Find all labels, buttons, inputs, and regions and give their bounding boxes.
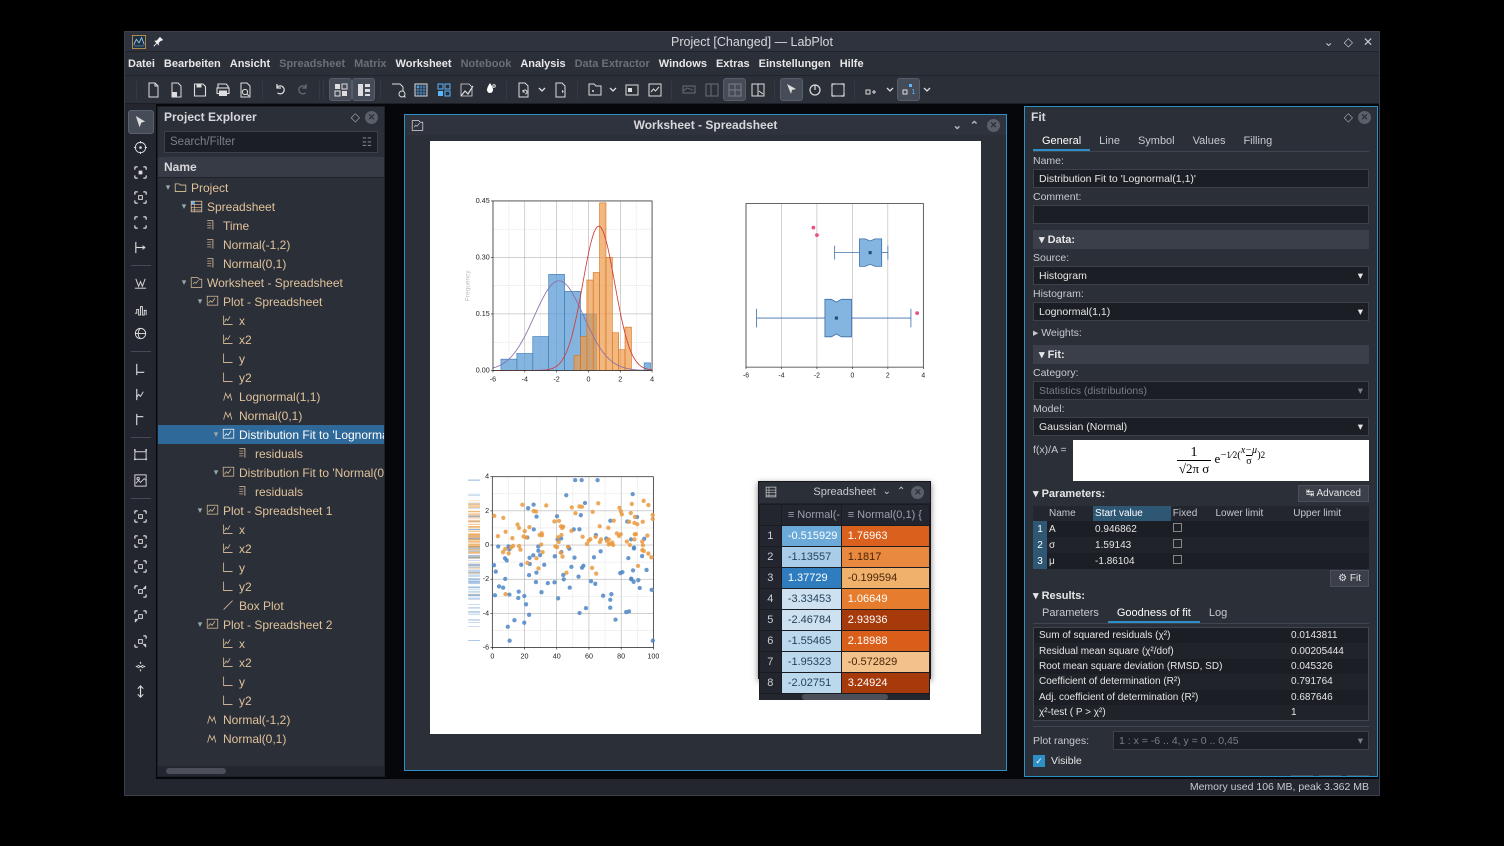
svg-text:Frequency: Frequency [465,270,472,301]
svg-text:-6: -6 [483,644,489,652]
svg-text:0: 0 [851,373,855,380]
svg-text:4: 4 [650,376,654,384]
svg-text:20: 20 [521,653,529,661]
svg-text:2: 2 [618,376,622,384]
svg-text:-2: -2 [483,575,489,583]
svg-text:-6: -6 [490,376,496,384]
svg-text:-2: -2 [553,376,559,384]
svg-text:40: 40 [553,653,561,661]
svg-text:0: 0 [485,541,489,549]
svg-text:80: 80 [617,653,625,661]
svg-text:60: 60 [585,653,593,661]
svg-text:-2: -2 [814,373,820,380]
svg-text:-4: -4 [522,376,528,384]
svg-text:0: 0 [490,653,494,661]
svg-text:4: 4 [922,373,926,380]
svg-text:-6: -6 [743,373,749,380]
svg-text:0: 0 [586,376,590,384]
svg-text:-4: -4 [779,373,785,380]
svg-text:0.45: 0.45 [476,197,490,205]
svg-text:1: 1 [911,89,915,96]
svg-text:2: 2 [886,373,890,380]
svg-text:0.15: 0.15 [476,310,490,318]
svg-text:2: 2 [485,507,489,515]
svg-text:100: 100 [647,653,658,661]
svg-text:4: 4 [485,473,489,481]
svg-text:0.30: 0.30 [476,253,490,261]
svg-text:-4: -4 [483,609,489,617]
svg-text:0.00: 0.00 [476,366,490,374]
